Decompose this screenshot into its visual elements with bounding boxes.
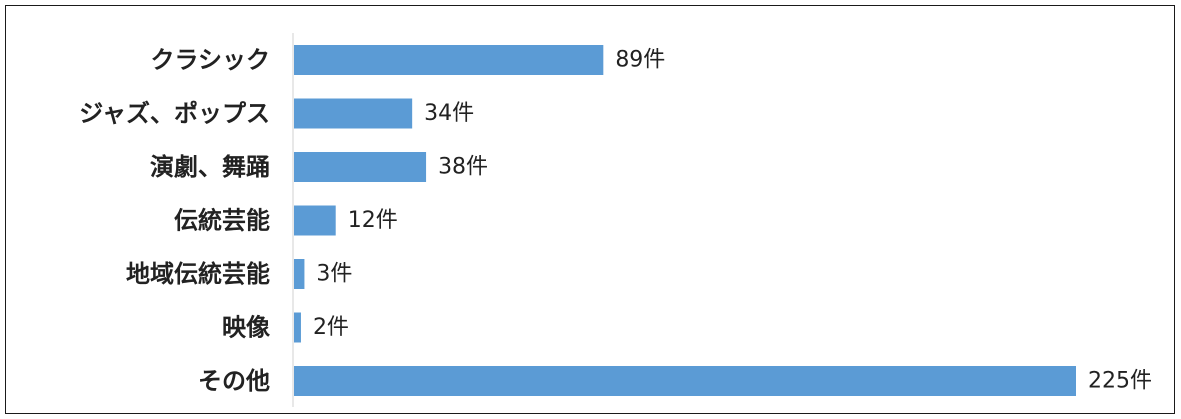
value-label: 89件 — [615, 48, 665, 73]
value-label: 2件 — [313, 315, 349, 340]
category-label: クラシック — [150, 46, 270, 74]
bar — [294, 205, 336, 236]
value-label: 3件 — [316, 262, 352, 287]
value-label: 34件 — [424, 101, 474, 126]
value-label: 12件 — [348, 208, 398, 233]
bar — [294, 45, 604, 75]
bar — [294, 312, 301, 343]
value-label: 38件 — [438, 155, 488, 180]
category-label: ジャズ、ポップス — [79, 100, 270, 128]
category-label: 演劇、舞踊 — [150, 153, 270, 181]
category-label: 映像 — [222, 314, 271, 342]
category-label: 伝統芸能 — [174, 207, 270, 235]
category-label: その他 — [198, 367, 270, 395]
bar — [294, 98, 413, 129]
category-label: 地域伝統芸能 — [126, 260, 270, 288]
bar — [294, 259, 305, 289]
value-label: 225件 — [1088, 369, 1152, 394]
bar — [294, 152, 427, 182]
bar — [294, 366, 1076, 396]
